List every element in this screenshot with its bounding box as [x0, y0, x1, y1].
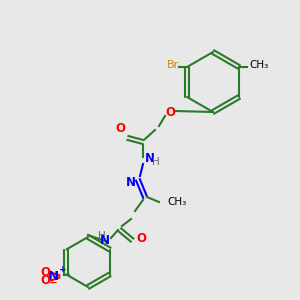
Text: O: O [40, 266, 50, 279]
Text: N: N [100, 235, 110, 248]
Text: N: N [48, 270, 59, 283]
Text: H: H [98, 231, 106, 241]
Text: CH₃: CH₃ [167, 197, 186, 207]
Text: O: O [165, 106, 175, 118]
Text: O: O [136, 232, 146, 244]
Text: O: O [40, 274, 50, 287]
Text: N: N [145, 152, 155, 164]
Text: O: O [115, 122, 125, 135]
Text: +: + [58, 265, 66, 274]
Text: H: H [152, 157, 160, 167]
Text: Br: Br [167, 60, 179, 70]
Text: CH₃: CH₃ [249, 60, 268, 70]
Text: N: N [126, 176, 136, 188]
Text: −: − [49, 278, 58, 287]
